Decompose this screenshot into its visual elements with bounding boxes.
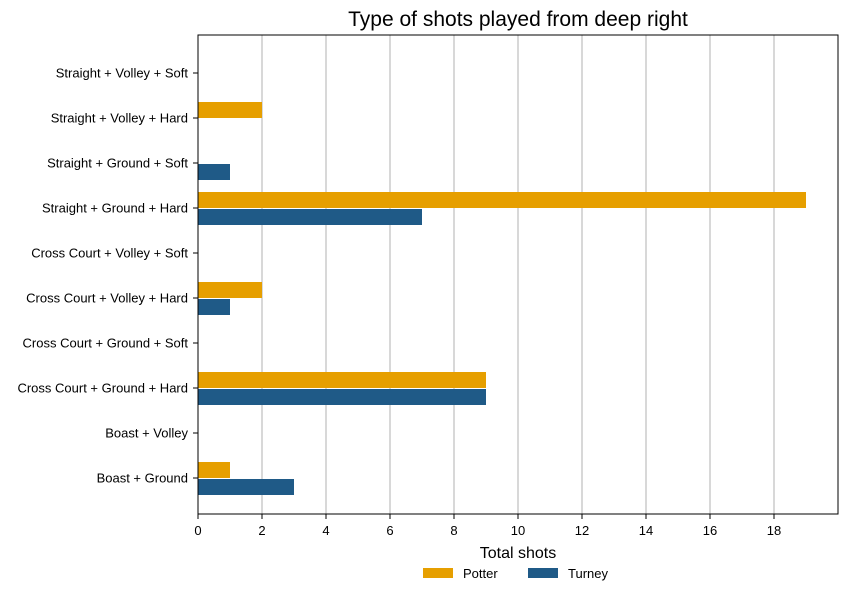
x-tick-label: 18	[767, 523, 781, 538]
x-tick-label: 8	[450, 523, 457, 538]
bar-turney-6	[198, 299, 230, 315]
bars	[198, 102, 806, 495]
x-axis-label: Total shots	[480, 545, 556, 562]
bar-turney-4	[198, 209, 422, 225]
y-tick-label: Straight + Ground + Hard	[42, 201, 188, 216]
legend: Potter Turney	[423, 566, 608, 581]
legend-swatch-turney	[528, 568, 558, 578]
bar-potter-4	[198, 192, 806, 208]
y-tick-label: Cross Court + Ground + Hard	[17, 381, 188, 396]
y-tick-label: Cross Court + Ground + Soft	[23, 336, 189, 351]
y-axis-ticks: Straight + Volley + Soft Straight + Volle…	[17, 66, 198, 486]
y-tick-label: Boast + Volley	[105, 426, 188, 441]
bar-turney-8	[198, 389, 486, 405]
x-tick-label: 10	[511, 523, 525, 538]
x-tick-label: 12	[575, 523, 589, 538]
x-tick-label: 0	[194, 523, 201, 538]
bar-potter-2	[198, 102, 262, 118]
bar-turney-3	[198, 164, 230, 180]
y-tick-label: Cross Court + Volley + Hard	[26, 291, 188, 306]
chart-title: Type of shots played from deep right	[348, 8, 688, 31]
x-tick-label: 6	[386, 523, 393, 538]
x-tick-label: 14	[639, 523, 653, 538]
legend-swatch-potter	[423, 568, 453, 578]
grid-lines	[261, 35, 775, 514]
bar-turney-10	[198, 479, 294, 495]
bar-potter-8	[198, 372, 486, 388]
legend-label-turney: Turney	[568, 566, 608, 581]
x-axis-ticks: 0 2 4 6 8 10 12 14 16 18	[194, 514, 781, 538]
y-tick-label: Straight + Ground + Soft	[47, 156, 188, 171]
y-tick-label: Straight + Volley + Hard	[51, 111, 188, 126]
y-tick-label: Straight + Volley + Soft	[56, 66, 189, 81]
bar-potter-10	[198, 462, 230, 478]
legend-label-potter: Potter	[463, 566, 498, 581]
x-tick-label: 4	[322, 523, 329, 538]
y-tick-label: Cross Court + Volley + Soft	[31, 246, 188, 261]
x-tick-label: 16	[703, 523, 717, 538]
x-tick-label: 2	[258, 523, 265, 538]
bar-potter-6	[198, 282, 262, 298]
y-tick-label: Boast + Ground	[97, 471, 188, 486]
